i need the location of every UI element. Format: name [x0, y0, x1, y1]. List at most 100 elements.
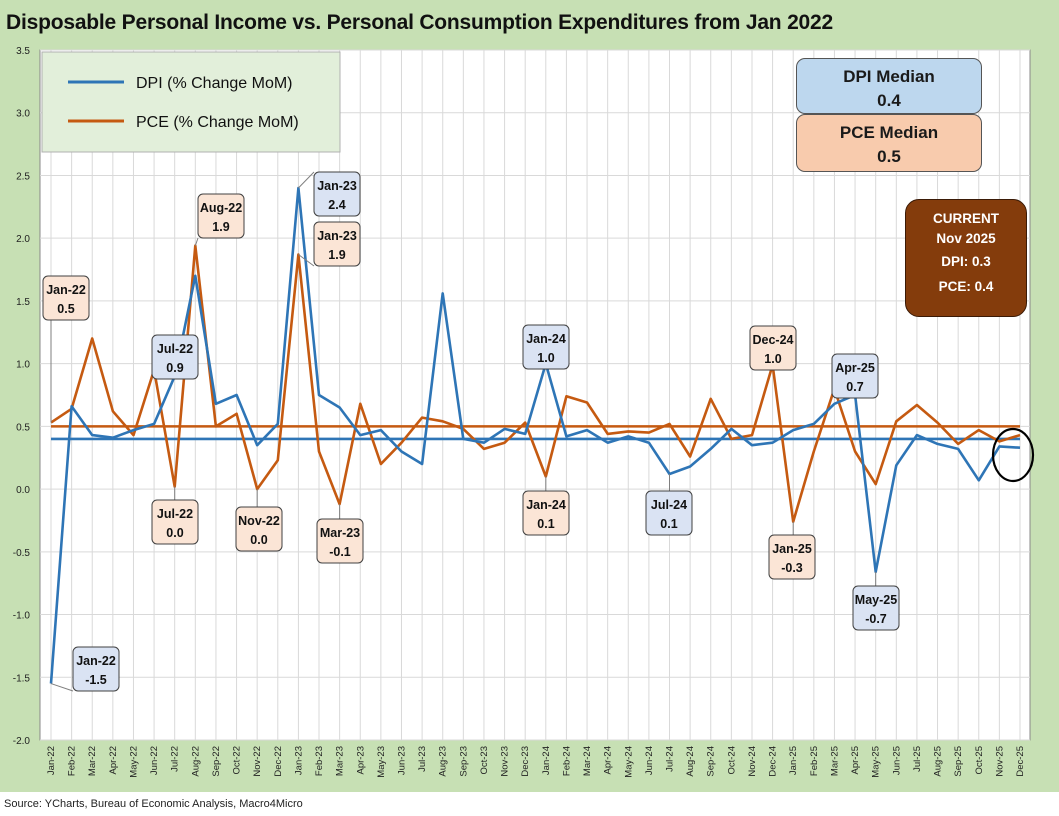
series-lines [49, 186, 1021, 684]
x-tick-label: May-22 [128, 746, 139, 778]
x-tick-label: Jan-22 [46, 746, 57, 775]
current-title: CURRENT [933, 211, 999, 226]
annotation-value: 1.9 [212, 220, 229, 234]
annotation-box [852, 585, 900, 631]
x-tick-label: Sep-24 [706, 746, 717, 777]
x-tick-label: Apr-24 [603, 746, 614, 775]
x-tick-label: May-24 [623, 746, 634, 778]
annotation-month: Jan-24 [526, 332, 566, 346]
annotation-value: 0.5 [57, 302, 74, 316]
annotation-month: Apr-25 [835, 361, 875, 375]
annotation-box [151, 499, 199, 545]
y-tick-label: 3.0 [16, 109, 30, 120]
x-tick-label: Jan-25 [788, 746, 799, 775]
annotation-pce-jan-24: Jan-24 0.1 [522, 490, 570, 536]
annotation-month: Jul-24 [651, 498, 687, 512]
x-tick-label: Nov-22 [252, 746, 263, 777]
x-tick-label: Feb-24 [561, 746, 572, 776]
x-tick-label: Mar-25 [829, 746, 840, 776]
annotation-box [313, 221, 361, 267]
annotation-value: 2.4 [328, 198, 345, 212]
annotation-box [749, 325, 797, 371]
annotation-box [235, 506, 283, 552]
dpi-series-line [49, 186, 1021, 684]
current-highlight-ellipse [991, 427, 1035, 483]
annotation-pce-jan-22: Jan-22 0.5 [42, 275, 90, 321]
legend-pce-label: PCE (% Change MoM) [136, 114, 299, 131]
pce-median-value: 0.5 [877, 147, 901, 166]
annotations: Jan-220.5Jan-22-1.5Aug-221.9Jul-220.9Jul… [42, 171, 900, 692]
x-tick-label: Jun-24 [644, 746, 655, 775]
annotation-leaders [50, 171, 877, 692]
x-tick-label: Oct-22 [232, 746, 243, 775]
x-tick-label: Aug-22 [190, 746, 201, 777]
annotation-month: Jan-25 [772, 542, 812, 556]
y-tick-label: 1.5 [16, 297, 30, 308]
x-tick-label: May-23 [376, 746, 387, 778]
annotation-dpi-jul-22: Jul-22 0.9 [151, 334, 199, 380]
annotation-box [197, 193, 245, 239]
source-note: Source: YCharts, Bureau of Economic Anal… [4, 798, 303, 810]
x-tick-label: Jan-23 [293, 746, 304, 775]
x-tick-label: Feb-22 [67, 746, 78, 776]
y-axis: 3.5 3.0 2.5 2.0 1.5 1.0 0.5 0.0 -0.5 -1.0 -1.5 -2.0 [13, 46, 31, 747]
x-axis: Jan-22 Feb-22 Mar-22 Apr-22 May-22 Jun-22 Jul-… [46, 746, 1026, 778]
annotation-box [42, 275, 90, 321]
x-tick-label: Oct-23 [479, 746, 490, 775]
legend-dpi-label: DPI (% Change MoM) [136, 75, 293, 92]
x-tick-label: Dec-25 [1015, 746, 1026, 777]
annotation-month: Jan-22 [76, 654, 116, 668]
annotation-pce-jan-23: Jan-23 1.9 [313, 221, 361, 267]
pce-series-line [50, 244, 1021, 524]
x-tick-label: Oct-25 [974, 746, 985, 775]
x-tick-label: Nov-23 [500, 746, 511, 777]
annotation-pce-aug-22: Aug-22 1.9 [197, 193, 245, 239]
x-tick-label: Jul-24 [665, 746, 676, 772]
annotation-value: 0.7 [846, 380, 863, 394]
y-tick-label: -1.5 [13, 673, 31, 684]
x-tick-label: Jul-25 [912, 746, 923, 772]
annotation-leader [298, 254, 315, 267]
annotation-pce-dec-24: Dec-24 1.0 [749, 325, 797, 371]
annotation-value: 0.1 [537, 517, 554, 531]
x-tick-label: Aug-24 [685, 746, 696, 777]
annotation-value: -0.3 [781, 561, 803, 575]
annotation-value: -0.1 [329, 545, 351, 559]
annotation-leader [50, 683, 74, 692]
annotation-dpi-jul-24: Jul-24 0.1 [645, 490, 693, 536]
x-tick-label: Jun-23 [396, 746, 407, 775]
x-tick-label: Sep-22 [211, 746, 222, 777]
annotation-box [768, 534, 816, 580]
annotation-value: 0.0 [250, 533, 267, 547]
current-dpi: DPI: 0.3 [941, 254, 991, 269]
x-tick-label: Dec-22 [273, 746, 284, 777]
x-tick-label: Apr-22 [108, 746, 119, 775]
annotation-month: Jul-22 [157, 342, 193, 356]
annotation-pce-jul-22: Jul-22 0.0 [151, 499, 199, 545]
title-bar: Disposable Personal Income vs. Personal … [0, 0, 1059, 44]
y-tick-label: -2.0 [13, 736, 31, 747]
current-box: CURRENT Nov 2025 DPI: 0.3 PCE: 0.4 [905, 199, 1027, 317]
annotation-dpi-apr-25: Apr-25 0.7 [831, 353, 879, 399]
x-tick-label: Feb-23 [314, 746, 325, 776]
x-tick-label: Sep-23 [458, 746, 469, 777]
annotation-month: Jan-22 [46, 283, 86, 297]
dpi-median-label: DPI Median [843, 67, 935, 86]
x-tick-label: Jul-22 [170, 746, 181, 772]
annotation-box [645, 490, 693, 536]
annotation-value: 0.9 [166, 361, 183, 375]
annotation-value: -1.5 [85, 673, 107, 687]
x-tick-label: Jul-23 [417, 746, 428, 772]
annotation-box [313, 171, 361, 217]
x-tick-label: Aug-25 [933, 746, 944, 777]
x-tick-label: Jun-25 [891, 746, 902, 775]
x-tick-label: Dec-23 [520, 746, 531, 777]
chart-title: Disposable Personal Income vs. Personal … [6, 11, 833, 34]
x-tick-label: Feb-25 [809, 746, 820, 776]
annotation-box [831, 353, 879, 399]
annotation-dpi-jan-23: Jan-23 2.4 [313, 171, 361, 217]
annotation-value: 1.9 [328, 248, 345, 262]
x-tick-label: Oct-24 [726, 746, 737, 775]
annotation-month: Jan-23 [317, 229, 357, 243]
pce-median-label: PCE Median [839, 123, 939, 142]
